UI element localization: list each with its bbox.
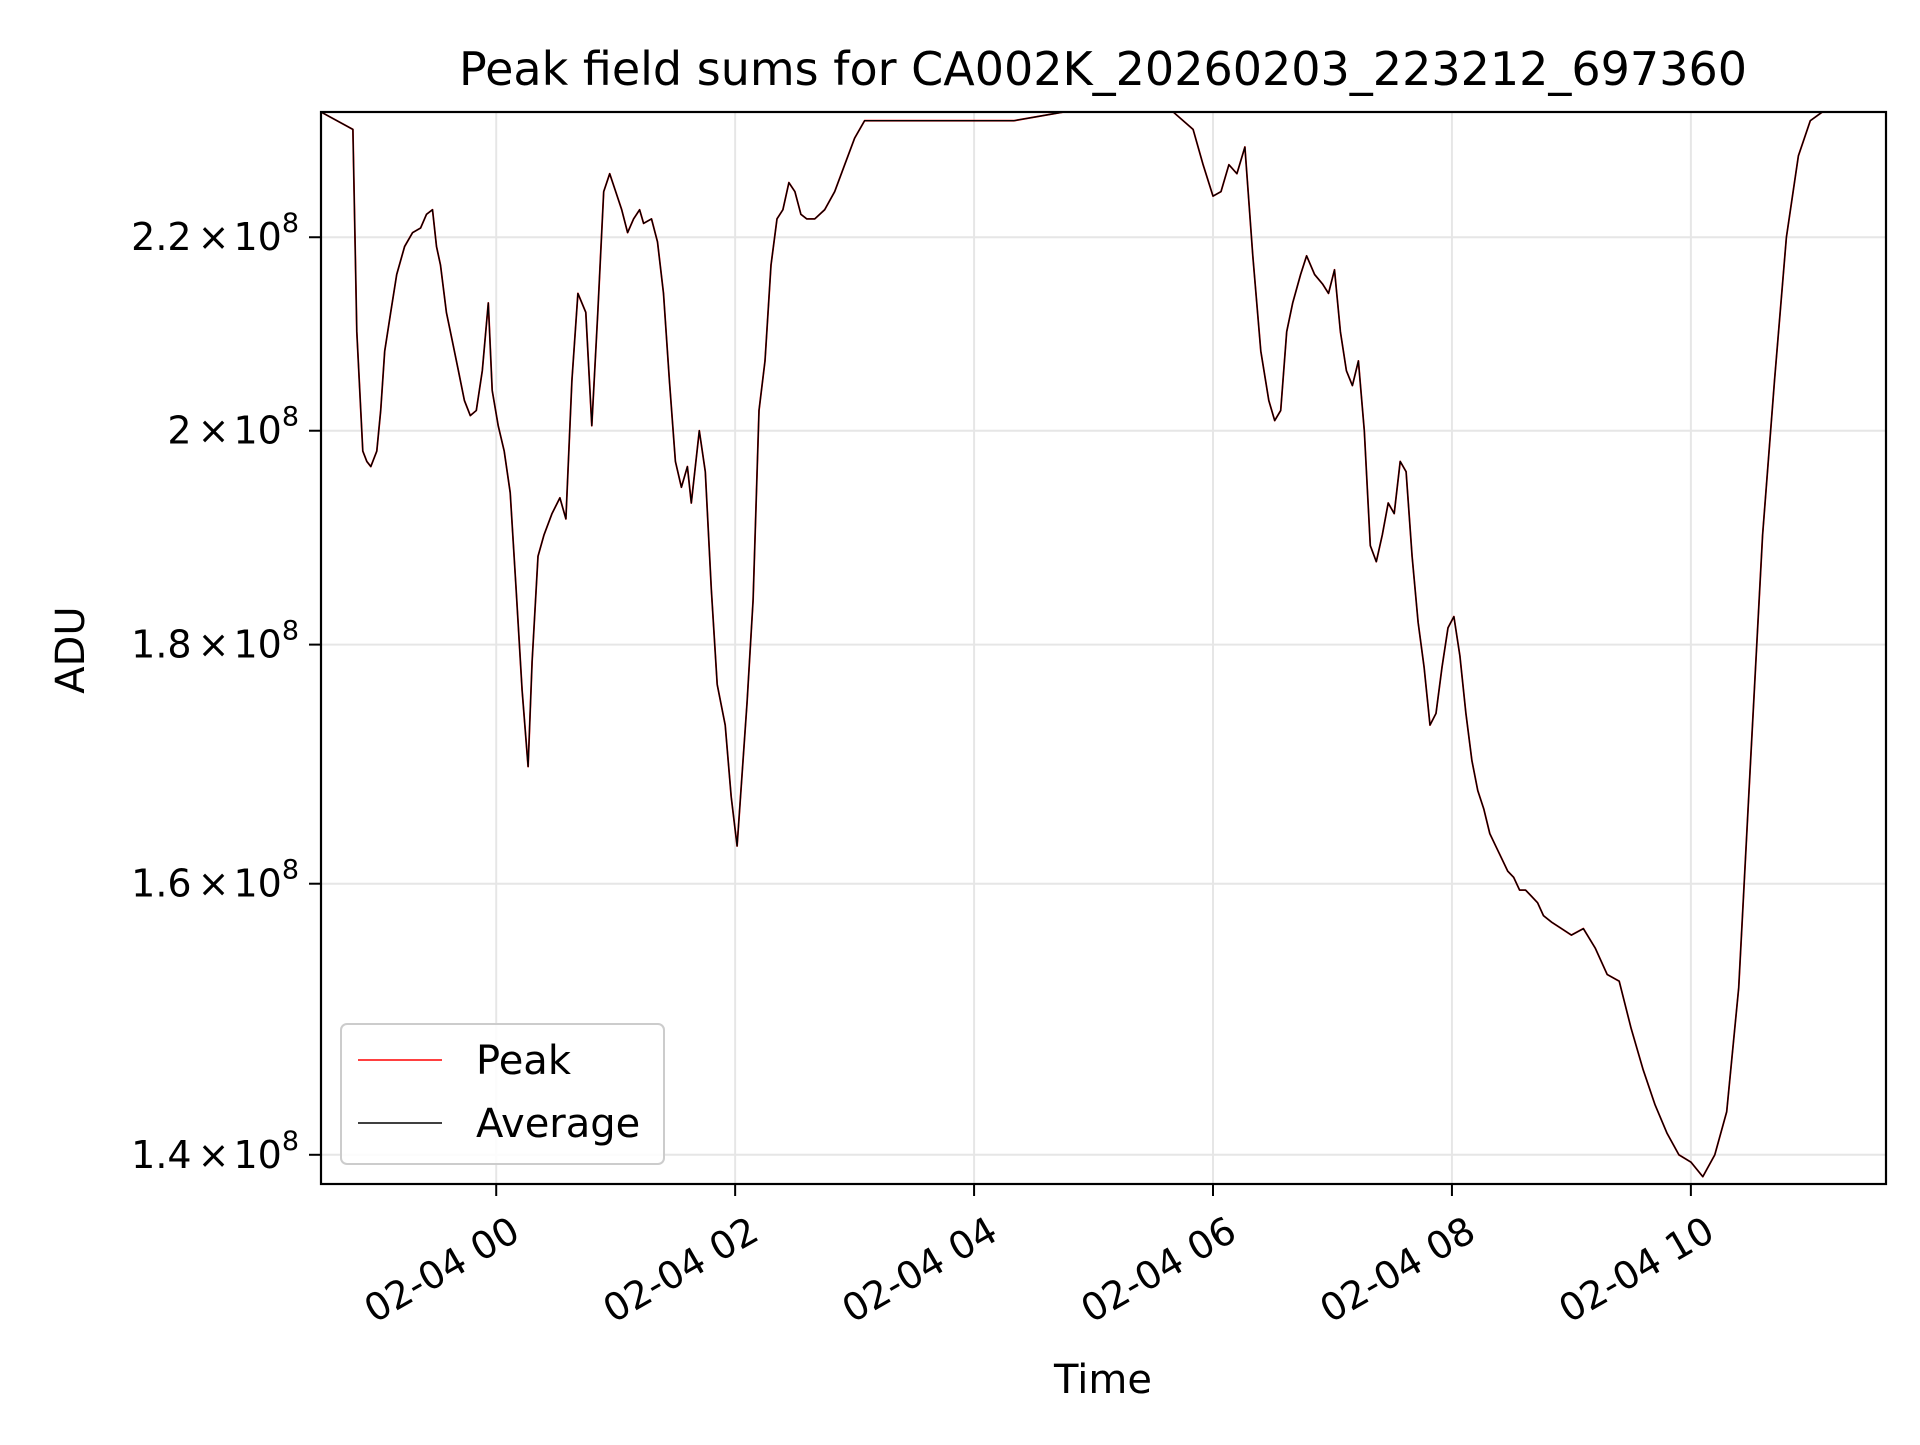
- y-tick-exponent: 8: [282, 402, 299, 433]
- y-tick-times: ×: [198, 215, 230, 259]
- y-tick-times: ×: [198, 862, 230, 906]
- y-tick-label: 2.2 × 108: [131, 208, 299, 259]
- y-tick-mantissa: 2.2: [131, 215, 191, 259]
- x-tick-label: 02-04 06: [1074, 1208, 1244, 1332]
- y-tick-base: 10: [233, 623, 281, 667]
- series-line-average: [320, 111, 1823, 1178]
- y-tick-exponent: 8: [282, 208, 299, 239]
- y-tick-base: 10: [233, 215, 281, 259]
- y-tick-base: 10: [233, 862, 281, 906]
- y-tick-label: 1.6 × 108: [131, 855, 299, 906]
- chart-title: Peak field sums for CA002K_20260203_2232…: [459, 42, 1747, 96]
- x-tick-label: 02-04 08: [1312, 1208, 1482, 1332]
- plot-frame: [319, 110, 1888, 1186]
- y-tick-exponent: 8: [282, 1126, 299, 1157]
- legend-box: [340, 1023, 665, 1165]
- y-tick-mantissa: 1.8: [131, 623, 191, 667]
- x-axis: 02-04 00 02-04 02 02-04 04 02-04 06 02-04 08…: [357, 1184, 1721, 1332]
- x-tick-label: 02-04 04: [835, 1208, 1005, 1332]
- y-tick-base: 10: [233, 1133, 281, 1177]
- y-tick-base: 10: [233, 409, 281, 453]
- y-tick-exponent: 8: [282, 616, 299, 647]
- y-tick-mantissa: 1.6: [131, 862, 191, 906]
- y-tick-times: ×: [198, 1133, 230, 1177]
- y-tick-mantissa: 1.4: [131, 1133, 191, 1177]
- y-tick-times: ×: [198, 623, 230, 667]
- legend-label-peak: Peak: [476, 1038, 572, 1084]
- legend: Peak Average: [340, 1023, 665, 1165]
- y-axis-label: ADU: [48, 606, 94, 693]
- y-tick-label: 2 × 108: [167, 402, 299, 453]
- x-tick-label: 02-04 02: [596, 1208, 766, 1332]
- legend-label-average: Average: [476, 1101, 640, 1147]
- x-axis-label: Time: [1053, 1357, 1152, 1403]
- y-tick-label: 1.4 × 108: [131, 1126, 299, 1177]
- y-tick-label: 1.8 × 108: [131, 616, 299, 667]
- series-layer: [320, 111, 1823, 1178]
- y-tick-times: ×: [198, 409, 230, 453]
- x-tick-label: 02-04 00: [357, 1208, 527, 1332]
- x-tick-label: 02-04 10: [1551, 1208, 1721, 1332]
- y-tick-mantissa: 2: [167, 409, 191, 453]
- y-tick-exponent: 8: [282, 855, 299, 886]
